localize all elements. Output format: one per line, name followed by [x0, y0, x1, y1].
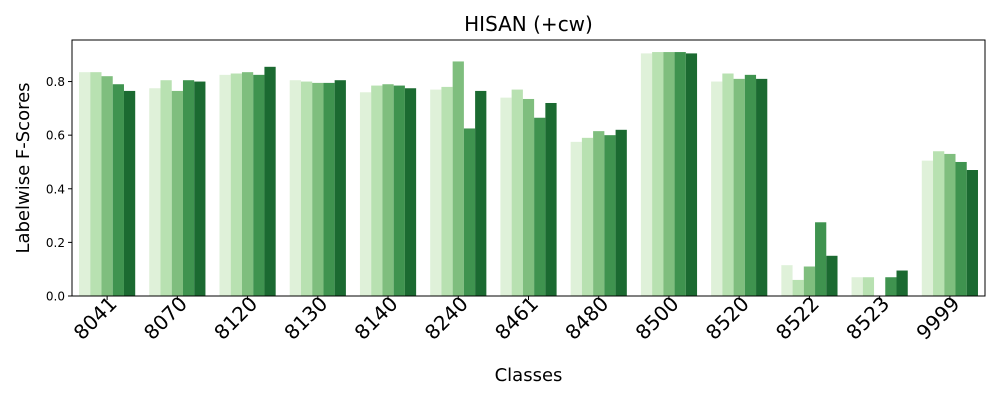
bar-8140-s4: [393, 85, 405, 296]
bar-8240-s5: [475, 90, 487, 297]
x-tick-label-9999: 9999: [911, 292, 964, 345]
x-tick-label-8120: 8120: [209, 292, 262, 345]
bar-8500-s5: [685, 53, 698, 297]
bar-8522-s3: [803, 266, 816, 296]
x-tick-label-8522: 8522: [771, 292, 824, 345]
bar-8130-s1: [289, 80, 301, 297]
bar-8522-s4: [815, 222, 827, 296]
y-tick-label: 0.4: [46, 182, 65, 196]
bar-8522-s2: [792, 279, 804, 296]
bar-8120-s3: [241, 72, 254, 296]
x-tick-label-8130: 8130: [279, 292, 332, 345]
x-tick-label-8500: 8500: [631, 292, 684, 345]
bar-8480-s2: [581, 137, 594, 296]
bar-8500-s1: [640, 53, 653, 297]
bar-8480-s1: [570, 141, 582, 296]
bar-9999-s4: [955, 161, 967, 296]
bar-8522-s1: [781, 265, 793, 296]
bar-8140-s5: [404, 88, 417, 296]
x-tick-label-8523: 8523: [841, 292, 894, 345]
bar-8120-s1: [219, 74, 231, 296]
bar-8480-s5: [615, 129, 627, 296]
bar-8240-s1: [430, 89, 442, 296]
bar-8480-s4: [604, 135, 616, 296]
chart-title: HISAN (+cw): [464, 12, 593, 36]
x-tick-label-8070: 8070: [139, 292, 192, 345]
bar-8500-s2: [652, 52, 664, 297]
bar-8140-s2: [371, 85, 383, 296]
plot-area: [79, 52, 978, 297]
bar-8070-s5: [194, 81, 206, 296]
bar-8120-s5: [264, 66, 276, 296]
bar-8120-s4: [253, 74, 265, 296]
bar-8461-s2: [511, 89, 523, 296]
bar-8070-s3: [171, 90, 183, 297]
bar-8140-s1: [359, 92, 372, 297]
bar-8461-s3: [522, 98, 535, 296]
bar-8120-s2: [230, 73, 242, 296]
bar-8130-s3: [312, 82, 324, 296]
bar-8523-s2: [862, 277, 875, 296]
bar-8041-s1: [79, 72, 91, 296]
bar-8520-s3: [733, 78, 745, 297]
bar-8520-s2: [722, 73, 734, 296]
bar-8461-s1: [500, 97, 512, 296]
bar-8520-s5: [756, 78, 768, 297]
bar-8520-s4: [744, 74, 757, 296]
x-tick-label-8461: 8461: [490, 292, 543, 345]
bar-9999-s5: [966, 170, 978, 296]
bar-8140-s3: [382, 84, 394, 296]
bar-8240-s3: [452, 61, 464, 297]
y-tick-label: 0.8: [46, 75, 65, 89]
bar-8523-s4: [885, 277, 897, 296]
bar-8461-s5: [545, 102, 557, 297]
bar-8070-s2: [160, 80, 172, 297]
x-tick-label-8480: 8480: [560, 292, 613, 345]
x-tick-label-8140: 8140: [350, 292, 403, 345]
bar-9999-s3: [944, 153, 956, 296]
bar-8500-s3: [663, 52, 675, 297]
bar-8461-s4: [534, 117, 546, 297]
bar-8500-s4: [674, 52, 686, 297]
bar-8041-s2: [90, 72, 102, 296]
bar-8041-s5: [123, 90, 136, 297]
bar-8130-s5: [334, 80, 346, 297]
bar-8522-s5: [826, 255, 838, 296]
x-axis: 8041 8070 8120 8130 8140 8240 8461 8480 8500 8520…: [69, 292, 965, 345]
y-axis-label: Labelwise F-Scores: [13, 82, 34, 253]
y-tick-label: 0.2: [46, 236, 65, 250]
bar-8520-s1: [711, 81, 723, 296]
bar-8070-s1: [149, 88, 161, 296]
bar-8070-s4: [182, 80, 195, 297]
x-tick-label-8041: 8041: [69, 292, 122, 345]
bar-8523-s5: [896, 270, 908, 296]
y-axis: 0.0 0.2 0.4 0.6 0.8: [46, 75, 72, 304]
x-tick-label-8240: 8240: [420, 292, 473, 345]
y-tick-label: 0.0: [46, 290, 65, 304]
bar-8523-s1: [851, 277, 863, 296]
y-tick-label: 0.6: [46, 129, 65, 143]
x-tick-label-8520: 8520: [701, 292, 754, 345]
bar-8480-s3: [593, 131, 605, 296]
bar-8041-s3: [101, 76, 113, 296]
bar-8130-s2: [300, 81, 313, 296]
bar-8240-s4: [463, 128, 476, 296]
bar-9999-s2: [933, 151, 945, 296]
bar-8240-s2: [441, 86, 453, 296]
x-axis-label: Classes: [495, 365, 563, 386]
bar-8130-s4: [323, 82, 335, 296]
bar-8041-s4: [112, 84, 124, 296]
bar-9999-s1: [921, 160, 934, 296]
